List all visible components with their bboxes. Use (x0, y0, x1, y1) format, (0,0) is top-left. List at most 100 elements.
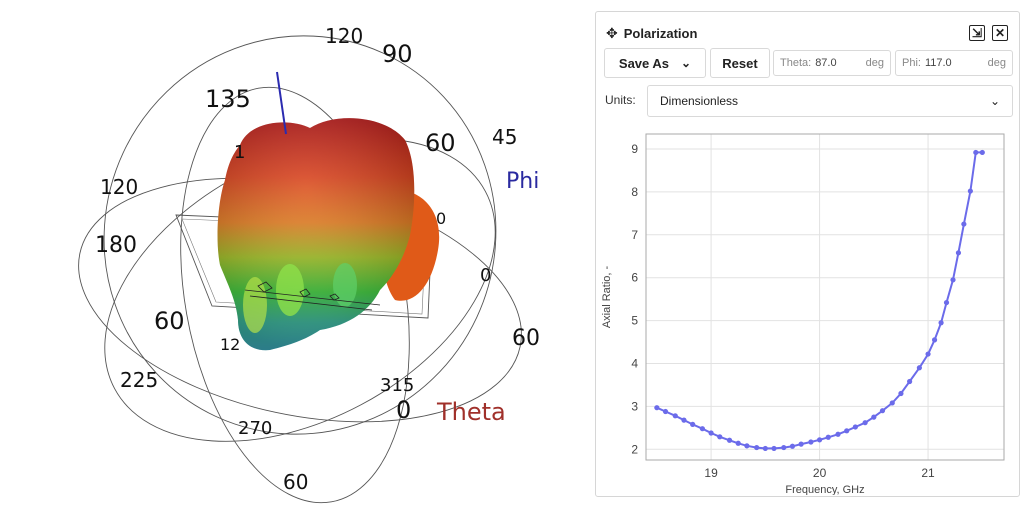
theta-input-value: 87.0 (815, 57, 837, 69)
ring-label-120-top: 120 (325, 24, 363, 48)
data-point (898, 390, 904, 397)
panel-header[interactable]: ✥ Polarization (606, 24, 697, 42)
ring-label-315: 315 (380, 375, 414, 396)
ring-label-12: 12 (220, 335, 240, 354)
phi-input-value: 117.0 (924, 57, 952, 69)
ring-label-60-far-right: 60 (512, 326, 540, 351)
radiation-pattern-lobe (217, 118, 440, 351)
data-point (699, 426, 706, 432)
move-icon[interactable]: ✥ (606, 24, 618, 41)
data-point (726, 437, 733, 443)
phi-label: Phi (506, 169, 539, 194)
data-point (879, 408, 886, 414)
theta-label: Theta (436, 398, 506, 426)
data-point (798, 441, 804, 447)
data-point (771, 445, 777, 452)
polarization-panel: ✥ Polarization ⇲ ✕ Save As ⌄ Reset Theta… (595, 11, 1020, 497)
x-axis-ticks: 19 20 21 (704, 466, 935, 480)
data-point (871, 414, 877, 420)
series-line (656, 151, 983, 450)
series-points (654, 149, 985, 452)
reset-button[interactable]: Reset (710, 48, 770, 78)
data-point (754, 444, 760, 451)
data-point (862, 420, 868, 426)
data-point (690, 421, 696, 427)
data-point (844, 428, 850, 434)
data-point (717, 434, 723, 440)
data-point (961, 221, 967, 227)
y-axis-label: Axial Ratio, - (601, 265, 613, 328)
data-point (931, 337, 938, 343)
data-point (662, 408, 669, 415)
data-point (708, 430, 714, 436)
ring-label-60-bottom: 60 (283, 470, 308, 494)
y-axis-ticks: 2 3 4 5 6 7 8 9 (631, 142, 638, 456)
3d-pattern-viewport[interactable]: 120 90 135 60 45 1 Phi 120 0 180 0 60 60… (0, 0, 590, 505)
data-point (825, 434, 831, 440)
y-tick-label: 9 (631, 142, 638, 156)
data-point (967, 188, 973, 194)
ring-label-120-left: 120 (100, 175, 138, 199)
data-point (654, 405, 660, 411)
data-point (672, 413, 678, 419)
data-point (938, 320, 944, 326)
data-point (950, 277, 956, 283)
data-point (925, 351, 931, 357)
reset-label: Reset (722, 55, 758, 71)
data-point (907, 378, 913, 385)
data-point (889, 400, 895, 406)
close-icon[interactable]: ✕ (992, 25, 1008, 41)
ring-label-225: 225 (120, 368, 158, 392)
chevron-down-icon: ⌄ (989, 94, 1000, 108)
great-circle-ring (103, 35, 497, 435)
chart-grid (646, 134, 1004, 460)
ring-label-1: 1 (234, 142, 245, 163)
save-as-label: Save As (618, 55, 670, 71)
phi-axis-line (276, 71, 287, 135)
chevron-down-icon: ⌄ (681, 56, 692, 70)
y-tick-label: 4 (631, 356, 638, 370)
ring-label-270: 270 (238, 418, 272, 439)
data-point (852, 424, 858, 430)
ring-label-60-right: 60 (425, 129, 456, 157)
data-point (808, 439, 814, 445)
data-point (744, 443, 750, 449)
data-point (973, 149, 979, 156)
data-point (681, 417, 687, 423)
ring-label-0-bottom: 0 (396, 396, 411, 424)
ring-label-180: 180 (95, 233, 137, 258)
theta-input-label: Theta: (780, 57, 812, 69)
y-tick-label: 2 (631, 442, 638, 456)
y-tick-label: 6 (631, 271, 638, 285)
y-tick-label: 8 (631, 185, 638, 199)
ring-label-60-left: 60 (154, 307, 185, 335)
data-point (916, 365, 922, 371)
units-select-value: Dimensionless (660, 94, 739, 108)
ring-label-45: 45 (492, 125, 517, 149)
y-tick-label: 3 (631, 399, 638, 413)
axial-ratio-chart[interactable]: 19 20 21 2 3 4 5 6 7 8 9 Frequency, GHz Axial Rat… (596, 117, 1019, 495)
ring-label-0-mid: 0 (436, 209, 446, 228)
ring-label-0-right: 0 (480, 265, 491, 286)
data-point (781, 444, 787, 451)
phi-input-label: Phi: (902, 57, 921, 69)
ring-label-90: 90 (382, 40, 413, 68)
x-tick-label: 20 (813, 466, 827, 480)
3d-pattern-canvas[interactable]: 120 90 135 60 45 1 Phi 120 0 180 0 60 60… (0, 0, 590, 505)
units-select[interactable]: Dimensionless ⌄ (647, 85, 1013, 117)
antenna-model (244, 281, 381, 311)
phi-input[interactable]: Phi: 117.0 deg (895, 50, 1013, 76)
data-point (816, 437, 823, 443)
plot-area (645, 133, 1005, 461)
y-tick-label: 7 (631, 228, 638, 242)
data-point (943, 299, 950, 306)
collapse-icon[interactable]: ⇲ (969, 25, 985, 41)
save-as-button[interactable]: Save As ⌄ (604, 48, 706, 78)
theta-input[interactable]: Theta: 87.0 deg (773, 50, 891, 76)
units-label: Units: (605, 93, 636, 107)
data-point (735, 440, 741, 446)
ring-label-135: 135 (205, 85, 251, 113)
data-point (789, 443, 796, 449)
data-point (955, 250, 962, 256)
phi-unit: deg (987, 57, 1006, 69)
